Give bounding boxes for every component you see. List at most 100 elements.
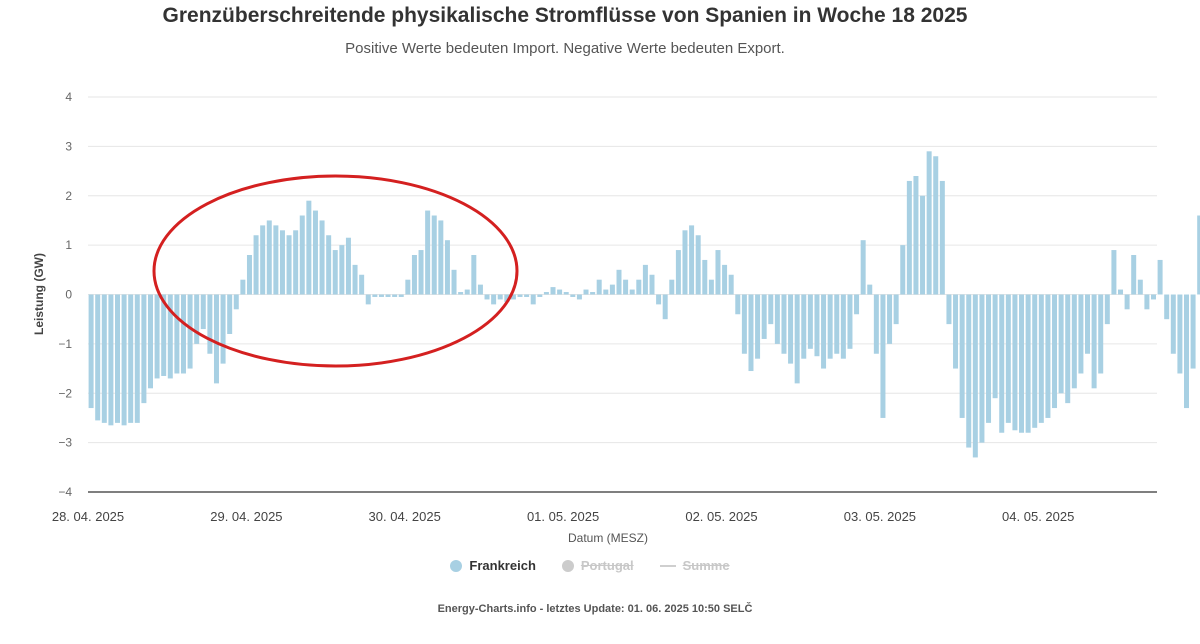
bar[interactable] bbox=[345, 237, 351, 295]
bar[interactable] bbox=[603, 289, 609, 295]
bar[interactable] bbox=[880, 294, 886, 418]
bar[interactable] bbox=[326, 235, 332, 295]
bar[interactable] bbox=[332, 250, 338, 295]
bar[interactable] bbox=[735, 294, 741, 315]
bar[interactable] bbox=[972, 294, 978, 458]
bar[interactable] bbox=[840, 294, 846, 359]
bar[interactable] bbox=[108, 294, 114, 426]
bar[interactable] bbox=[154, 294, 160, 379]
bar[interactable] bbox=[543, 292, 549, 295]
bar[interactable] bbox=[227, 294, 233, 335]
bar[interactable] bbox=[623, 279, 629, 295]
bar[interactable] bbox=[266, 220, 272, 295]
bar[interactable] bbox=[128, 294, 134, 423]
bar[interactable] bbox=[121, 294, 127, 426]
bar[interactable] bbox=[873, 294, 879, 354]
bar[interactable] bbox=[425, 210, 431, 295]
bar[interactable] bbox=[491, 294, 497, 305]
bar[interactable] bbox=[675, 250, 681, 295]
bar[interactable] bbox=[312, 210, 318, 295]
bar[interactable] bbox=[854, 294, 860, 315]
bar[interactable] bbox=[115, 294, 120, 423]
bar[interactable] bbox=[1052, 294, 1058, 409]
bar[interactable] bbox=[359, 274, 365, 295]
bar[interactable] bbox=[458, 292, 464, 295]
bar[interactable] bbox=[1065, 294, 1071, 404]
bar[interactable] bbox=[649, 274, 655, 295]
bar[interactable] bbox=[524, 294, 530, 297]
bar[interactable] bbox=[939, 180, 945, 295]
bar[interactable] bbox=[741, 294, 747, 354]
bar[interactable] bbox=[986, 294, 992, 423]
bar[interactable] bbox=[966, 294, 972, 448]
bar[interactable] bbox=[979, 294, 985, 443]
bar[interactable] bbox=[867, 284, 873, 295]
bar[interactable] bbox=[1032, 294, 1038, 428]
bar[interactable] bbox=[220, 294, 226, 364]
bar[interactable] bbox=[1151, 294, 1156, 300]
bar[interactable] bbox=[319, 220, 325, 295]
bar[interactable] bbox=[187, 294, 193, 369]
bar[interactable] bbox=[339, 245, 345, 295]
bar[interactable] bbox=[860, 240, 866, 295]
bar[interactable] bbox=[761, 294, 767, 339]
bar[interactable] bbox=[590, 292, 596, 295]
bar[interactable] bbox=[279, 230, 285, 295]
bar[interactable] bbox=[392, 294, 398, 297]
bar[interactable] bbox=[1098, 294, 1104, 374]
bar[interactable] bbox=[887, 294, 893, 344]
bar[interactable] bbox=[913, 176, 919, 295]
bar[interactable] bbox=[715, 250, 721, 295]
bar[interactable] bbox=[755, 294, 761, 359]
bar[interactable] bbox=[477, 284, 483, 295]
bar[interactable] bbox=[101, 294, 107, 423]
bar[interactable] bbox=[550, 287, 556, 295]
bar[interactable] bbox=[570, 294, 576, 297]
bar[interactable] bbox=[464, 289, 470, 295]
bar[interactable] bbox=[1045, 294, 1051, 418]
bar[interactable] bbox=[893, 294, 899, 325]
bar[interactable] bbox=[431, 215, 437, 295]
bar[interactable] bbox=[748, 294, 754, 372]
bar[interactable] bbox=[299, 215, 305, 295]
bar[interactable] bbox=[662, 294, 668, 320]
bar[interactable] bbox=[636, 279, 642, 295]
bar[interactable] bbox=[642, 264, 648, 295]
bar[interactable] bbox=[1118, 289, 1124, 295]
bar[interactable] bbox=[1137, 279, 1143, 295]
bar[interactable] bbox=[794, 294, 800, 384]
bar[interactable] bbox=[180, 294, 186, 374]
bar[interactable] bbox=[200, 294, 206, 330]
bar[interactable] bbox=[1091, 294, 1097, 389]
bar[interactable] bbox=[174, 294, 180, 374]
bar[interactable] bbox=[1164, 294, 1170, 320]
bar[interactable] bbox=[293, 230, 299, 295]
bar[interactable] bbox=[253, 235, 259, 295]
bar[interactable] bbox=[418, 250, 424, 295]
bar[interactable] bbox=[946, 294, 952, 325]
bar[interactable] bbox=[801, 294, 807, 359]
bar[interactable] bbox=[708, 279, 714, 295]
legend-item-portugal[interactable]: Portugal bbox=[561, 558, 634, 573]
bar[interactable] bbox=[398, 294, 404, 297]
bar[interactable] bbox=[306, 200, 312, 295]
bar[interactable] bbox=[827, 294, 833, 359]
bar[interactable] bbox=[411, 255, 417, 295]
bar[interactable] bbox=[781, 294, 787, 354]
bar[interactable] bbox=[847, 294, 853, 349]
bar[interactable] bbox=[1005, 294, 1011, 423]
bar[interactable] bbox=[788, 294, 794, 364]
bar[interactable] bbox=[372, 294, 378, 297]
bar[interactable] bbox=[246, 255, 252, 295]
bar[interactable] bbox=[1038, 294, 1044, 423]
bar[interactable] bbox=[1170, 294, 1176, 354]
bar[interactable] bbox=[682, 230, 688, 295]
bar[interactable] bbox=[88, 294, 94, 409]
bar[interactable] bbox=[583, 289, 589, 295]
bar[interactable] bbox=[821, 294, 827, 369]
bar[interactable] bbox=[365, 294, 371, 305]
bar[interactable] bbox=[1197, 215, 1200, 295]
bar[interactable] bbox=[906, 180, 912, 295]
bar[interactable] bbox=[629, 289, 635, 295]
bar[interactable] bbox=[497, 294, 503, 300]
